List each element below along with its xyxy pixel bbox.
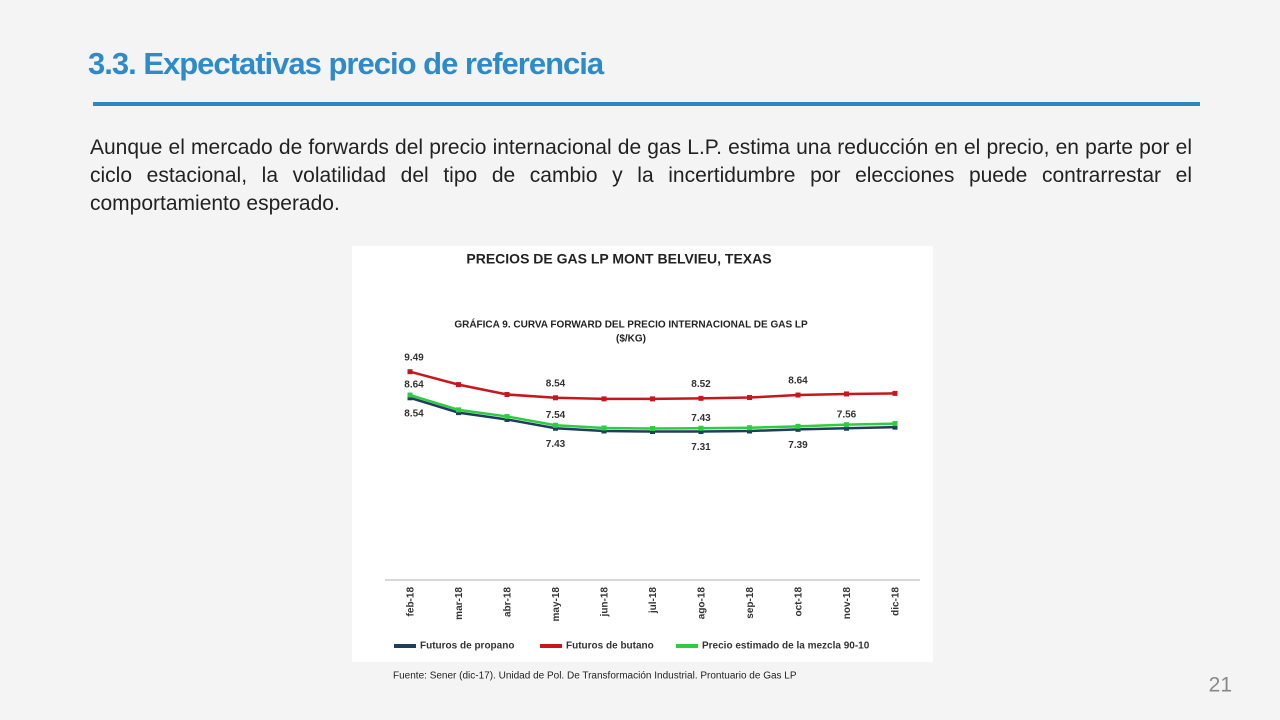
chart-unit: ($/KG) (616, 334, 646, 345)
x-tick-label: oct-18 (794, 587, 805, 617)
point-marker (504, 413, 510, 419)
point-marker (407, 392, 413, 398)
point-marker (504, 416, 510, 422)
data-label: 8.54 (546, 378, 566, 389)
point-marker (747, 425, 752, 431)
point-marker (553, 425, 558, 431)
x-tick-label: mar-18 (454, 587, 465, 620)
point-marker (456, 382, 461, 388)
point-marker (795, 392, 801, 398)
point-marker (795, 426, 801, 432)
point-marker (844, 391, 849, 397)
point-marker (553, 395, 558, 401)
data-label: 7.31 (691, 442, 711, 453)
x-tick-label: may-18 (551, 587, 562, 622)
data-label: 7.54 (546, 410, 566, 421)
point-marker (795, 423, 801, 429)
x-tick-label: ago-18 (697, 587, 708, 620)
point-marker (698, 429, 704, 435)
point-marker (601, 396, 607, 402)
data-label: 7.43 (546, 439, 566, 450)
point-marker (601, 425, 607, 431)
point-marker (698, 395, 704, 401)
point-marker (650, 396, 655, 402)
point-marker (698, 425, 704, 431)
point-marker (456, 410, 461, 416)
data-label: 9.49 (404, 352, 424, 363)
point-marker (892, 421, 898, 427)
chart-subtitle: GRÁFICA 9. CURVA FORWARD DEL PRECIO INTE… (454, 318, 808, 331)
data-label: 8.54 (404, 408, 424, 419)
data-label: 8.52 (691, 379, 711, 390)
x-tick-label: abr-18 (503, 587, 514, 617)
x-tick-label: dic-18 (891, 587, 902, 616)
point-marker (844, 422, 849, 428)
point-marker (844, 425, 849, 431)
data-label: 7.39 (788, 440, 808, 451)
point-marker (601, 428, 607, 434)
legend-label: Futuros de butano (566, 641, 654, 652)
point-marker (407, 369, 413, 375)
data-label: 7.43 (691, 413, 711, 424)
point-marker (456, 407, 461, 413)
point-marker (747, 395, 752, 401)
legend-label: Precio estimado de la mezcla 90-10 (702, 641, 870, 652)
x-tick-label: nov-18 (842, 587, 853, 620)
data-label: 8.64 (788, 376, 808, 387)
page-number: 21 (1209, 674, 1232, 697)
title-rule (93, 102, 1200, 106)
chart-title: PRECIOS DE GAS LP MONT BELVIEU, TEXAS (466, 251, 771, 267)
x-tick-label: sep-18 (745, 587, 756, 619)
x-tick-label: jul-18 (648, 587, 659, 615)
body-text: Aunque el mercado de forwards del precio… (90, 136, 1192, 215)
point-marker (407, 395, 413, 401)
point-marker (747, 428, 752, 434)
chart-panel (352, 246, 933, 662)
point-marker (504, 391, 510, 397)
legend-label: Futuros de propano (420, 641, 514, 652)
x-tick-label: feb-18 (406, 587, 417, 617)
data-label: 7.56 (837, 409, 857, 420)
point-marker (553, 422, 558, 428)
data-label: 8.64 (404, 380, 424, 391)
point-marker (892, 424, 898, 430)
point-marker (892, 390, 898, 396)
slide-title: 3.3. Expectativas precio de referencia (88, 46, 605, 81)
point-marker (650, 429, 655, 435)
source-note: Fuente: Sener (dic-17). Unidad de Pol. D… (393, 671, 797, 682)
x-tick-label: jun-18 (600, 587, 611, 618)
point-marker (650, 426, 655, 432)
